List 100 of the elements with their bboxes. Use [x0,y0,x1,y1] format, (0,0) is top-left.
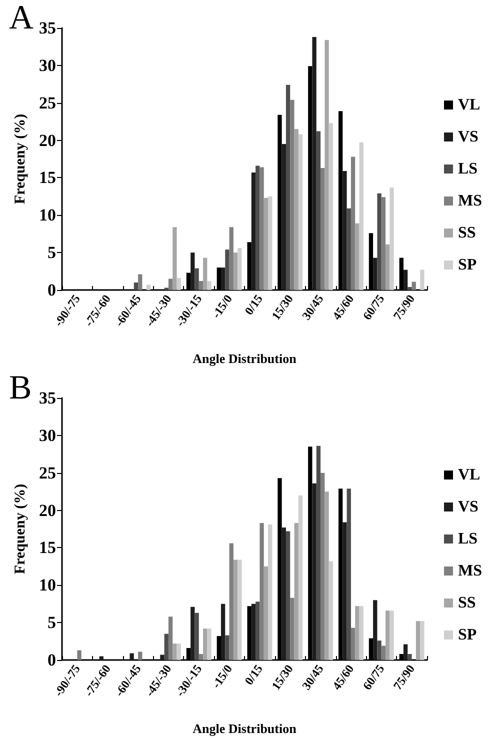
bar [233,252,238,290]
bar [77,650,82,660]
bar [355,606,360,660]
legend-label: SP [458,626,477,644]
legend-label: VL [458,96,480,114]
bar [264,198,268,290]
bar [229,543,234,660]
bar [377,193,382,290]
bar [207,628,212,660]
bar [172,227,177,290]
bar [260,523,264,660]
x-tick-label: 0/15 [242,292,266,318]
bar [256,602,260,660]
y-tick-label: 35 [39,18,56,38]
bar [194,612,199,660]
bar [359,606,364,660]
bar [286,84,290,290]
y-tick-label: 15 [39,168,56,188]
bar [355,223,360,290]
bar [220,268,226,290]
bar [412,282,416,290]
y-tick-label: 35 [39,388,56,408]
bar [420,621,424,660]
bar [373,258,378,290]
bar [316,131,321,290]
bar [381,197,386,290]
legend-label: VS [458,128,479,146]
bar [346,488,351,660]
y-tick-label: 5 [48,243,56,262]
bar [203,628,208,660]
bar [386,610,390,660]
bar [282,144,286,290]
y-tick-label: 10 [39,576,56,595]
bar [138,652,142,660]
bar [176,644,181,660]
bar [238,248,242,290]
legend-label: VL [458,466,480,484]
bar [233,560,238,660]
y-tick-label: 0 [48,650,56,670]
bar [282,528,286,660]
y-axis-title: Frequeny (%) [12,114,28,204]
bar [286,531,290,660]
bar [130,653,134,660]
bar [229,227,234,290]
bar [420,270,424,290]
bar [198,654,204,660]
bar [251,604,256,660]
bar [373,600,378,660]
bar [346,208,351,290]
y-tick-label: 10 [39,206,56,225]
bar [320,168,325,290]
chart-title: A [9,0,34,36]
bar [190,252,195,290]
bar [160,654,164,660]
bar [146,284,151,290]
bar [408,654,412,660]
bar [342,170,347,290]
bar [350,628,356,660]
legend-label: LS [458,530,478,548]
y-tick-label: 25 [39,93,56,112]
bar [138,274,142,290]
y-tick-label: 30 [39,426,56,445]
bar [328,561,334,660]
bar [294,523,298,660]
bar [256,166,260,290]
bar [225,635,230,660]
bar [268,524,272,660]
bar [298,134,303,290]
bar [320,472,325,660]
bar [198,281,204,290]
bar [416,621,420,660]
bar [390,610,394,660]
bar [328,123,334,290]
chart-title: B [9,370,32,406]
bar [207,281,212,290]
bar [408,287,412,290]
bar [390,187,394,290]
bar [312,36,316,290]
y-tick-label: 30 [39,56,56,75]
bar [203,258,208,290]
x-tick-label: 0/15 [242,662,266,688]
bar [99,656,104,660]
bar [190,606,195,660]
bar [350,156,356,290]
bar [164,634,168,660]
bar [176,278,181,290]
y-tick-label: 0 [48,280,56,300]
legend-label: SS [458,224,476,242]
bar [264,566,268,660]
y-tick-label: 20 [39,130,56,150]
bar [298,495,303,660]
x-axis-title: Angle Distribution [192,351,298,366]
y-tick-label: 20 [39,500,56,520]
bar [324,492,329,660]
bar [225,250,230,290]
bar [403,644,408,660]
bar [168,616,173,660]
legend-label: MS [458,562,482,580]
bar [194,268,199,290]
bar [172,644,177,660]
